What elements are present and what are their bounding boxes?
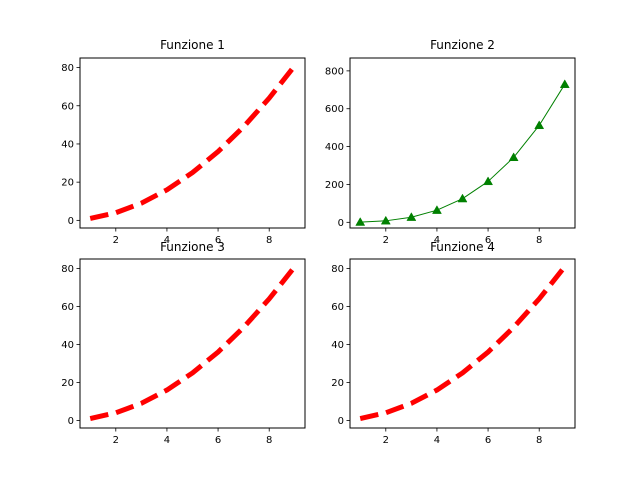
y-tick-label: 40 — [61, 340, 74, 351]
y-tick-label: 20 — [61, 178, 74, 189]
y-tick-label: 80 — [61, 264, 74, 275]
data-point — [508, 152, 519, 162]
y-tick-label: 0 — [338, 416, 344, 427]
y-tick-label: 0 — [68, 416, 74, 427]
x-tick-label: 8 — [536, 435, 542, 446]
x-tick-label: 6 — [485, 235, 491, 246]
series-line — [89, 265, 297, 421]
series-line — [359, 265, 567, 421]
x-tick-label: 4 — [434, 235, 440, 246]
y-tick-label: 60 — [331, 302, 344, 313]
x-tick-label: 6 — [215, 435, 221, 446]
plot-area — [79, 57, 306, 229]
x-tick-label: 6 — [485, 435, 491, 446]
data-point — [355, 217, 366, 226]
subplot-2: Funzione 2 2 4 6 8 0 200 400 600 800 — [325, 38, 576, 246]
y-tick-label: 60 — [61, 302, 74, 313]
plot-area — [349, 57, 576, 229]
y-tick-label: 400 — [325, 142, 344, 153]
subplot-title: Funzione 1 — [160, 38, 225, 52]
data-point — [432, 205, 442, 214]
x-tick-label: 6 — [215, 235, 221, 246]
x-tick-label: 2 — [383, 235, 389, 246]
data-point — [534, 120, 545, 130]
plot-area — [349, 258, 576, 429]
x-tick-label: 4 — [164, 435, 170, 446]
y-tick-label: 20 — [331, 378, 344, 389]
data-point — [380, 215, 391, 225]
y-tick-label: 80 — [61, 63, 74, 74]
series-line — [89, 64, 297, 221]
y-tick-label: 600 — [325, 104, 344, 115]
subplot-title: Funzione 2 — [430, 38, 495, 52]
y-tick-label: 60 — [61, 101, 74, 112]
x-tick-label: 2 — [383, 435, 389, 446]
x-tick-label: 4 — [164, 235, 170, 246]
data-point — [406, 212, 417, 221]
subplot-title: Funzione 4 — [430, 240, 495, 254]
y-tick-label: 20 — [61, 378, 74, 389]
y-tick-label: 40 — [61, 139, 74, 150]
x-tick-label: 4 — [434, 435, 440, 446]
subplot-title: Funzione 3 — [160, 240, 225, 254]
y-tick-label: 40 — [331, 340, 344, 351]
y-tick-label: 0 — [68, 216, 74, 227]
x-tick-label: 2 — [113, 235, 119, 246]
plot-area — [79, 258, 306, 429]
y-tick-label: 800 — [325, 66, 344, 77]
data-point — [457, 193, 468, 203]
x-tick-label: 2 — [113, 435, 119, 446]
data-point — [559, 79, 570, 88]
x-tick-label: 8 — [266, 435, 272, 446]
y-tick-label: 200 — [325, 180, 344, 191]
y-tick-label: 80 — [331, 264, 344, 275]
y-tick-label: 0 — [338, 218, 344, 229]
x-tick-label: 8 — [536, 235, 542, 246]
x-tick-label: 8 — [266, 235, 272, 246]
data-point — [483, 176, 493, 186]
